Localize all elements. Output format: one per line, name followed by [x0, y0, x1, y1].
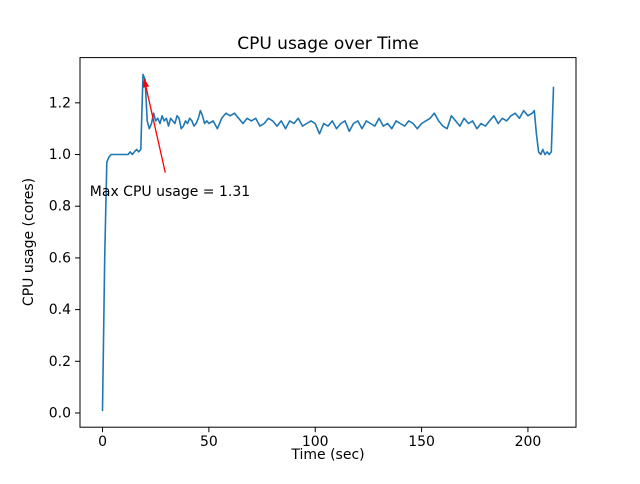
- y-tick-label: 0.6: [49, 250, 71, 266]
- plot-frame: [79, 57, 577, 428]
- chart-title: CPU usage over Time: [237, 34, 419, 54]
- y-tick-label: 1.2: [49, 95, 71, 111]
- x-tick-label: 150: [408, 434, 435, 450]
- y-axis-ticks: 0.0 0.2 0.4 0.6 0.8 1.0 1.2: [49, 95, 80, 421]
- x-tick-label: 200: [515, 434, 542, 450]
- max-annotation-arrowhead: [142, 78, 150, 88]
- x-axis-label: Time (sec): [290, 447, 364, 463]
- max-cpu-annotation: Max CPU usage = 1.31: [90, 184, 250, 200]
- y-tick-label: 1.0: [49, 147, 71, 163]
- x-axis-ticks: 0 50 100 150 200: [98, 427, 541, 450]
- y-tick-label: 0.2: [49, 354, 71, 370]
- y-tick-label: 0.8: [49, 199, 71, 215]
- y-tick-label: 0.4: [49, 302, 71, 318]
- x-tick-label: 0: [98, 434, 107, 450]
- x-tick-label: 50: [200, 434, 218, 450]
- y-axis-label: CPU usage (cores): [21, 178, 37, 306]
- max-annotation-arrow: [145, 86, 166, 173]
- y-tick-label: 0.0: [49, 405, 71, 421]
- cpu-usage-line: [101, 73, 555, 412]
- x-tick-label: 100: [302, 434, 329, 450]
